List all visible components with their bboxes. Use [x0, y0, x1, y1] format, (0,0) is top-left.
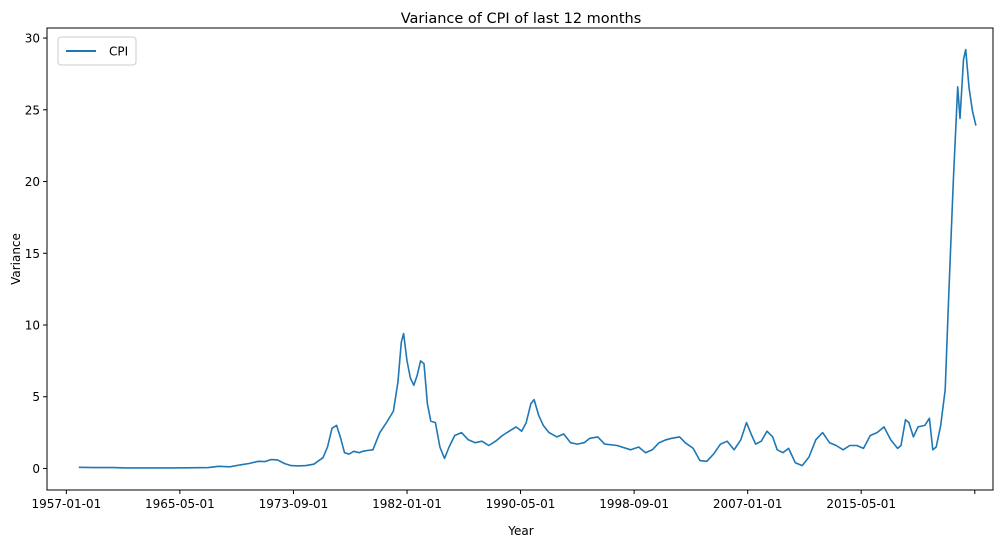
series-line-cpi: [78, 48, 977, 469]
x-tick-label: 1965-05-01: [145, 497, 215, 511]
y-tick-label: 10: [25, 319, 40, 333]
x-axis-title: Year: [507, 524, 533, 538]
x-axis-ticks: 1957-01-01 1965-05-01 1973-09-01 1982-01-01…: [31, 490, 976, 511]
y-tick-label: 0: [32, 462, 40, 476]
x-tick-label: 2007-01-01: [713, 497, 783, 511]
legend-box: [57, 36, 137, 66]
y-axis-title: Variance: [9, 233, 23, 285]
x-tick-label: 1973-09-01: [259, 497, 329, 511]
series-layer: [78, 48, 977, 469]
x-tick-label: 2015-05-01: [826, 497, 896, 511]
x-tick-label: 1957-01-01: [31, 497, 101, 511]
legend: CPI: [57, 36, 137, 66]
x-tick-label: 1982-01-01: [372, 497, 442, 511]
y-axis-ticks: 0 5 10 15 20 25 30: [25, 32, 47, 476]
x-tick-label: 1990-05-01: [486, 497, 556, 511]
chart-title: Variance of CPI of last 12 months: [401, 11, 642, 27]
y-tick-label: 5: [32, 390, 40, 404]
y-tick-label: 25: [25, 103, 40, 117]
x-tick-label: 1998-09-01: [599, 497, 669, 511]
y-tick-label: 15: [25, 247, 40, 261]
legend-label-cpi: CPI: [109, 45, 128, 59]
plot-area: [46, 27, 994, 491]
y-tick-label: 30: [25, 32, 40, 46]
y-tick-label: 20: [25, 175, 40, 189]
